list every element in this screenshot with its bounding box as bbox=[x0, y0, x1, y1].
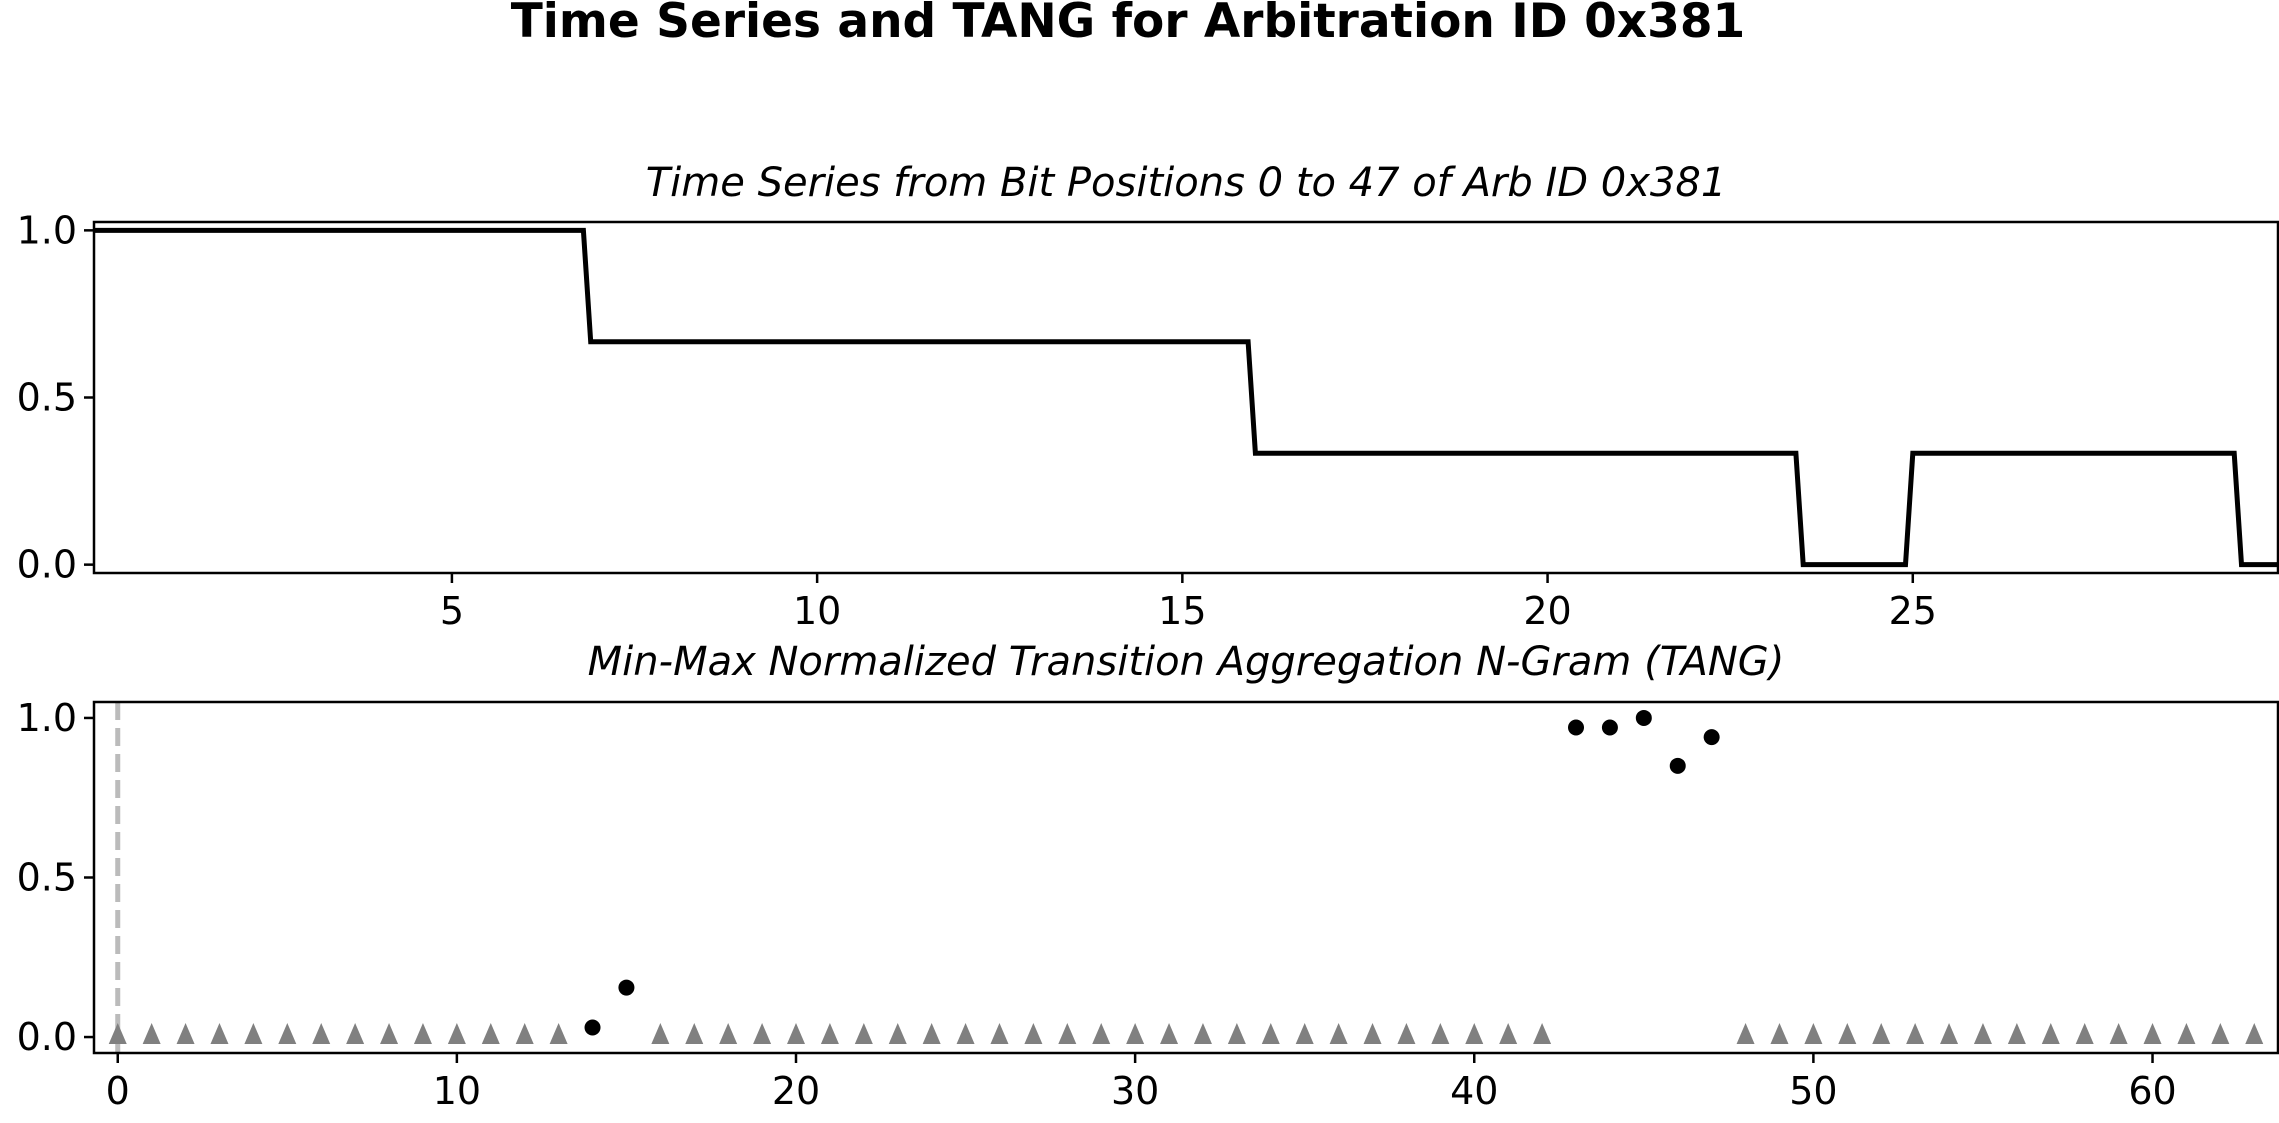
tang-triangle-point bbox=[1092, 1023, 1111, 1045]
tang-xtick-label: 50 bbox=[1789, 1069, 1837, 1113]
tang-ytick-label: 1.0 bbox=[17, 696, 77, 740]
tang-triangle-point bbox=[244, 1023, 263, 1045]
tang-triangle-point bbox=[413, 1023, 432, 1045]
tang-xtick-label: 0 bbox=[106, 1069, 130, 1113]
tang-xtick-label: 20 bbox=[772, 1069, 820, 1113]
tang-triangle-point bbox=[142, 1023, 161, 1045]
tang-triangle-point bbox=[549, 1023, 568, 1045]
tang-triangle-point bbox=[2177, 1023, 2196, 1045]
tang-triangle-point bbox=[278, 1023, 297, 1045]
tang-triangle-point bbox=[1499, 1023, 1518, 1045]
tang-triangle-point bbox=[1973, 1023, 1992, 1045]
tang-triangle-point bbox=[210, 1023, 229, 1045]
tang-triangle-point bbox=[447, 1023, 466, 1045]
tang-triangle-point bbox=[922, 1023, 941, 1045]
tang-triangle-point bbox=[1804, 1023, 1823, 1045]
tang-triangle-point bbox=[1906, 1023, 1925, 1045]
bottom-chart-title: Min-Max Normalized Transition Aggregatio… bbox=[588, 639, 1785, 685]
tang-triangle-point bbox=[2143, 1023, 2162, 1045]
tang-point bbox=[1669, 757, 1686, 774]
tang-triangle-point bbox=[2245, 1023, 2264, 1045]
tang-point bbox=[584, 1019, 601, 1036]
tang-point bbox=[1568, 719, 1584, 736]
ts-xtick-label: 25 bbox=[1889, 589, 1937, 633]
tang-triangle-point bbox=[1193, 1023, 1212, 1045]
tang-triangle-point bbox=[888, 1023, 907, 1045]
tang-triangle-point bbox=[312, 1023, 331, 1045]
tang-xtick-label: 40 bbox=[1450, 1069, 1498, 1113]
tang-triangle-point bbox=[515, 1023, 534, 1045]
ts-xtick-label: 20 bbox=[1523, 589, 1571, 633]
top-chart-title: Time Series from Bit Positions 0 to 47 o… bbox=[646, 160, 1727, 206]
tang-triangle-point bbox=[1940, 1023, 1959, 1045]
tang-triangle-point bbox=[1838, 1023, 1857, 1045]
tang-triangle-point bbox=[1261, 1023, 1280, 1045]
tang-triangle-point bbox=[1465, 1023, 1484, 1045]
tang-point bbox=[1601, 719, 1618, 736]
ts-ytick-label: 0.0 bbox=[17, 543, 77, 587]
tang-triangle-point bbox=[820, 1023, 839, 1045]
tang-triangle-point bbox=[753, 1023, 772, 1045]
tang-triangle-point bbox=[956, 1023, 975, 1045]
tang-xtick-label: 30 bbox=[1111, 1069, 1159, 1113]
tang-panel: 0.0 0.5 1.0 0 10 20 30 40 50 60 bbox=[17, 696, 2279, 1113]
tang-triangle-point bbox=[2211, 1023, 2230, 1045]
ts-xtick-label: 10 bbox=[793, 589, 841, 633]
tang-triangle-point bbox=[1024, 1023, 1043, 1045]
tang-triangle-point bbox=[380, 1023, 399, 1045]
tang-triangle-point bbox=[1295, 1023, 1314, 1045]
ts-xtick-label: 5 bbox=[440, 589, 464, 633]
tang-triangle-point bbox=[2007, 1023, 2026, 1045]
tang-triangle-point bbox=[1058, 1023, 1077, 1045]
tang-triangle-point bbox=[176, 1023, 195, 1045]
tang-triangle-point bbox=[1431, 1023, 1450, 1045]
ts-xtick-label: 15 bbox=[1158, 589, 1206, 633]
tang-triangle-point bbox=[1363, 1023, 1382, 1045]
figure-title: Time Series and TANG for Arbitration ID … bbox=[511, 0, 1745, 49]
tang-triangle-point bbox=[1770, 1023, 1789, 1045]
tang-ytick-label: 0.0 bbox=[17, 1015, 77, 1059]
tang-triangle-point bbox=[108, 1023, 127, 1045]
tang-triangle-point bbox=[1872, 1023, 1891, 1045]
tang-point bbox=[1635, 709, 1652, 726]
tang-triangle-point bbox=[651, 1023, 670, 1045]
tang-xtick-label: 10 bbox=[433, 1069, 481, 1113]
tang-triangle-point bbox=[2109, 1023, 2128, 1045]
tang-triangle-point bbox=[990, 1023, 1009, 1045]
tang-point bbox=[618, 979, 635, 996]
time-series-panel: 0.0 0.5 1.0 5 10 15 20 25 bbox=[17, 208, 2279, 633]
tang-point bbox=[1703, 729, 1720, 746]
tang-triangle-point bbox=[787, 1023, 805, 1045]
ts-series-line bbox=[94, 227, 2278, 568]
tang-xtick-label: 60 bbox=[2128, 1069, 2176, 1113]
tang-triangle-point bbox=[1736, 1023, 1755, 1045]
tang-triangle-point bbox=[1126, 1023, 1145, 1045]
tang-triangle-point bbox=[1329, 1023, 1348, 1045]
tang-ytick-label: 0.5 bbox=[17, 856, 77, 900]
ts-ytick-label: 0.5 bbox=[17, 376, 77, 420]
tang-triangle-point bbox=[1160, 1023, 1179, 1045]
tang-triangle-point bbox=[481, 1023, 500, 1045]
tang-triangle-point bbox=[719, 1023, 738, 1045]
tang-triangle-point bbox=[1397, 1023, 1416, 1045]
tang-triangle-point bbox=[346, 1023, 365, 1045]
tang-triangle-point bbox=[2041, 1023, 2060, 1045]
ts-axes-frame bbox=[92, 220, 2279, 575]
tang-axes-frame bbox=[92, 700, 2279, 1055]
tang-triangle-point bbox=[1227, 1023, 1246, 1045]
tang-triangle-point bbox=[1533, 1023, 1552, 1045]
ts-ytick-label: 1.0 bbox=[17, 208, 77, 252]
tang-triangle-point bbox=[854, 1023, 873, 1045]
tang-triangle-point bbox=[2075, 1023, 2094, 1045]
tang-triangle-point bbox=[685, 1023, 704, 1045]
